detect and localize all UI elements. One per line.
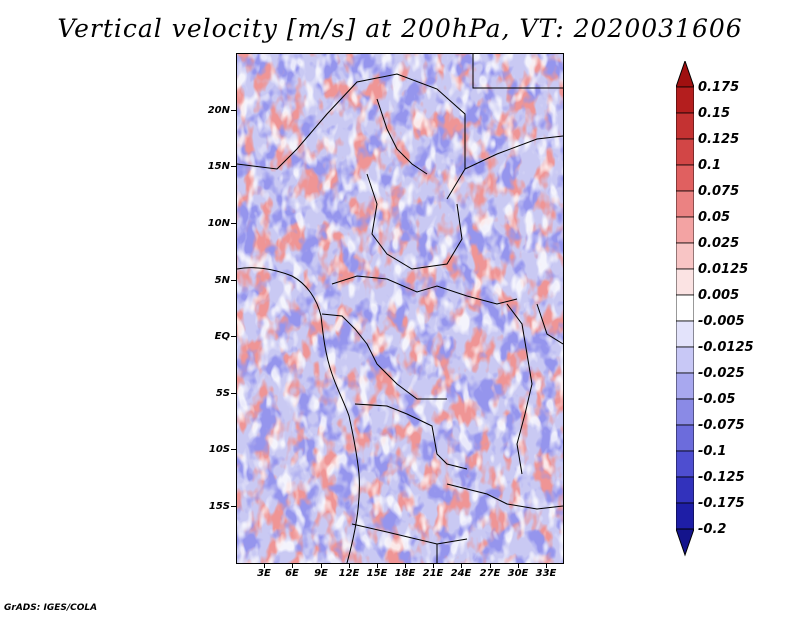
colorbar-label: -0.075 — [698, 418, 745, 433]
colorbar-segment — [676, 320, 694, 348]
border-northeast — [464, 135, 563, 170]
border-zambia — [446, 483, 563, 510]
lat-label: 10N — [207, 218, 230, 229]
coastline — [237, 267, 360, 563]
colorbar-label: -0.025 — [698, 366, 745, 381]
colorbar-label: -0.125 — [698, 470, 745, 485]
lon-tick — [264, 563, 265, 568]
field-neutral — [237, 54, 563, 563]
border-congo — [321, 313, 447, 400]
colorbar-segment — [676, 242, 694, 270]
lat-label: 10S — [208, 444, 230, 455]
colorbar-segment — [676, 476, 694, 504]
lon-tick — [518, 563, 519, 568]
colorbar-label: 0.1 — [698, 158, 722, 173]
colorbar-label: -0.05 — [698, 392, 736, 407]
lat-tick — [231, 223, 236, 224]
lon-tick — [405, 563, 406, 568]
colorbar-label: 0.075 — [698, 184, 740, 199]
colorbar-top-arrow — [676, 61, 694, 88]
lon-tick — [546, 563, 547, 568]
lon-label: 18E — [394, 568, 416, 579]
lat-label: 15N — [207, 161, 230, 172]
border-chad — [366, 173, 463, 270]
lon-tick — [377, 563, 378, 568]
colorbar-label: 0.125 — [698, 132, 740, 147]
colorbar-label: -0.0125 — [698, 340, 754, 355]
lon-label: 9E — [314, 568, 328, 579]
lon-label: 12E — [338, 568, 360, 579]
colorbar-segment — [676, 502, 694, 530]
lat-tick — [231, 166, 236, 167]
lon-label: 21E — [422, 568, 444, 579]
lat-label: EQ — [214, 331, 230, 342]
lon-tick — [490, 563, 491, 568]
colorbar-label: 0.005 — [698, 288, 740, 303]
border-north — [237, 73, 466, 200]
colorbar-label: 0.175 — [698, 80, 740, 95]
colorbar-segment — [676, 346, 694, 374]
border-kenya — [536, 303, 563, 345]
colorbar-label: -0.005 — [698, 314, 745, 329]
lat-tick — [231, 336, 236, 337]
colorbar-segment — [676, 112, 694, 140]
colorbar-label: 0.025 — [698, 236, 740, 251]
lon-tick — [433, 563, 434, 568]
colorbar-segment — [676, 450, 694, 478]
colorbar-segment — [676, 164, 694, 192]
colorbar-segment — [676, 372, 694, 400]
border-south — [351, 523, 468, 545]
lon-tick — [292, 563, 293, 568]
lon-label: 30E — [507, 568, 529, 579]
lon-tick — [321, 563, 322, 568]
lat-tick — [231, 110, 236, 111]
border-angola — [354, 403, 468, 470]
colorbar-label: -0.1 — [698, 444, 727, 459]
colorbar-segment — [676, 86, 694, 114]
lat-label: 5N — [214, 275, 230, 286]
colorbar — [676, 61, 694, 557]
colorbar-label: -0.175 — [698, 496, 745, 511]
border-misc — [376, 98, 428, 175]
lat-tick — [231, 506, 236, 507]
lat-tick — [231, 280, 236, 281]
lon-label: 3E — [257, 568, 271, 579]
colorbar-bottom-arrow — [676, 528, 694, 557]
map-title: Vertical velocity [m/s] at 200hPa, VT: 2… — [57, 14, 743, 43]
border-car — [331, 275, 518, 305]
colorbar-segment — [676, 268, 694, 296]
lon-label: 15E — [366, 568, 388, 579]
colorbar-label: 0.05 — [698, 210, 731, 225]
lon-tick — [349, 563, 350, 568]
lat-label: 20N — [207, 105, 230, 116]
colorbar-label: 0.0125 — [698, 262, 749, 277]
colorbar-segment — [676, 138, 694, 166]
colorbar-segment — [676, 424, 694, 452]
lat-tick — [231, 449, 236, 450]
colorbar-segment — [676, 216, 694, 244]
lon-label: 24E — [450, 568, 472, 579]
border-east-box — [472, 54, 563, 89]
lon-label: 33E — [535, 568, 557, 579]
velocity-map — [236, 53, 564, 564]
lon-label: 27E — [479, 568, 501, 579]
credit-text: GrADS: IGES/COLA — [4, 603, 98, 613]
country-borders — [237, 54, 563, 563]
colorbar-segment — [676, 398, 694, 426]
colorbar-segment — [676, 294, 694, 322]
colorbar-label: -0.2 — [698, 522, 727, 537]
lat-tick — [231, 393, 236, 394]
border-drc-east — [506, 303, 533, 475]
lon-tick — [461, 563, 462, 568]
lat-label: 5S — [215, 388, 230, 399]
colorbar-segment — [676, 190, 694, 218]
colorbar-label: 0.15 — [698, 106, 731, 121]
lat-label: 15S — [208, 501, 230, 512]
lon-label: 6E — [285, 568, 299, 579]
